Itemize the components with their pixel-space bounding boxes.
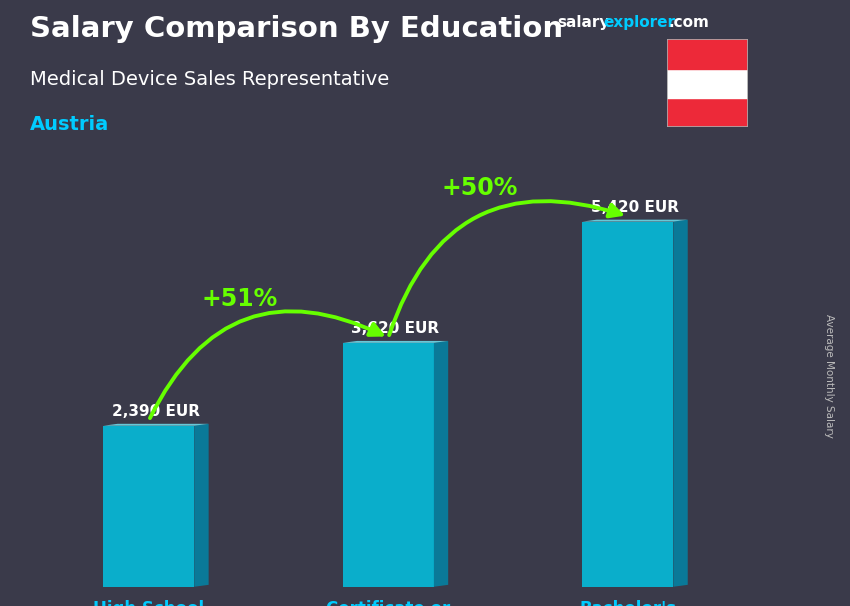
Text: .com: .com [669, 15, 710, 30]
Text: 5,420 EUR: 5,420 EUR [591, 199, 679, 215]
Polygon shape [103, 426, 195, 587]
Polygon shape [343, 341, 448, 343]
Polygon shape [582, 219, 688, 222]
Text: explorer: explorer [604, 15, 676, 30]
Bar [667, 68, 748, 98]
Polygon shape [673, 219, 688, 587]
Text: Austria: Austria [30, 115, 109, 134]
Polygon shape [103, 424, 208, 426]
Bar [667, 98, 748, 127]
Text: Bachelor's
Degree: Bachelor's Degree [580, 599, 677, 606]
Polygon shape [343, 343, 434, 587]
Polygon shape [582, 222, 673, 587]
Text: Salary Comparison By Education: Salary Comparison By Education [30, 15, 563, 43]
Text: 3,620 EUR: 3,620 EUR [351, 321, 439, 336]
Text: +50%: +50% [441, 176, 518, 199]
Text: High School: High School [94, 599, 204, 606]
Text: Average Monthly Salary: Average Monthly Salary [824, 314, 834, 438]
Text: Certificate or
Diploma: Certificate or Diploma [326, 599, 451, 606]
Polygon shape [434, 341, 448, 587]
Text: 2,390 EUR: 2,390 EUR [112, 404, 200, 419]
Polygon shape [195, 424, 208, 587]
Bar [667, 39, 748, 68]
Text: salary: salary [557, 15, 609, 30]
Text: +51%: +51% [201, 287, 278, 311]
Text: Medical Device Sales Representative: Medical Device Sales Representative [30, 70, 389, 88]
